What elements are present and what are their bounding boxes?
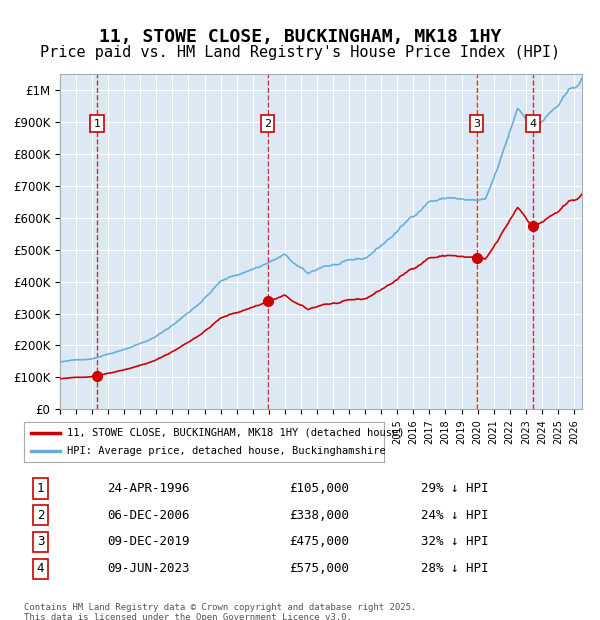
Text: 3: 3 — [37, 536, 44, 549]
Text: 4: 4 — [529, 119, 536, 129]
Text: £338,000: £338,000 — [289, 508, 349, 521]
Text: 2: 2 — [37, 508, 44, 521]
Text: 29% ↓ HPI: 29% ↓ HPI — [421, 482, 489, 495]
Text: £575,000: £575,000 — [289, 562, 349, 575]
Text: 24% ↓ HPI: 24% ↓ HPI — [421, 508, 489, 521]
Text: 1: 1 — [37, 482, 44, 495]
Text: 24-APR-1996: 24-APR-1996 — [107, 482, 190, 495]
Text: 1: 1 — [94, 119, 101, 129]
Text: 2: 2 — [264, 119, 271, 129]
Text: 09-DEC-2019: 09-DEC-2019 — [107, 536, 190, 549]
Text: 09-JUN-2023: 09-JUN-2023 — [107, 562, 190, 575]
Text: £105,000: £105,000 — [289, 482, 349, 495]
Text: 3: 3 — [473, 119, 480, 129]
Text: HPI: Average price, detached house, Buckinghamshire: HPI: Average price, detached house, Buck… — [67, 446, 386, 456]
Text: 11, STOWE CLOSE, BUCKINGHAM, MK18 1HY: 11, STOWE CLOSE, BUCKINGHAM, MK18 1HY — [99, 28, 501, 46]
Text: 11, STOWE CLOSE, BUCKINGHAM, MK18 1HY (detached house): 11, STOWE CLOSE, BUCKINGHAM, MK18 1HY (d… — [67, 428, 404, 438]
Text: £475,000: £475,000 — [289, 536, 349, 549]
Text: Price paid vs. HM Land Registry's House Price Index (HPI): Price paid vs. HM Land Registry's House … — [40, 45, 560, 60]
Text: 28% ↓ HPI: 28% ↓ HPI — [421, 562, 489, 575]
Text: Contains HM Land Registry data © Crown copyright and database right 2025.
This d: Contains HM Land Registry data © Crown c… — [24, 603, 416, 620]
Text: 4: 4 — [37, 562, 44, 575]
Text: 32% ↓ HPI: 32% ↓ HPI — [421, 536, 489, 549]
Text: 06-DEC-2006: 06-DEC-2006 — [107, 508, 190, 521]
